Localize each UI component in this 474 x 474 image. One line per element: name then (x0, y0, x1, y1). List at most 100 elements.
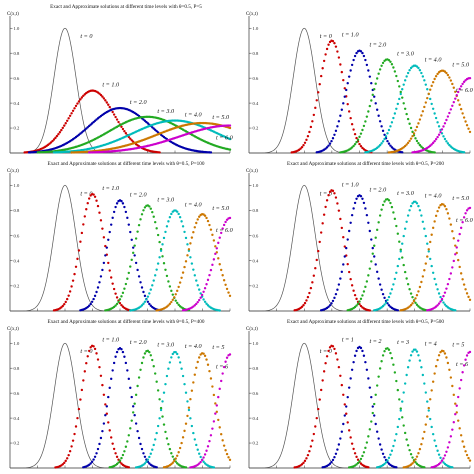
data-point (462, 216, 466, 219)
curve-label: t = 6.0 (216, 227, 234, 234)
data-point (353, 354, 357, 357)
data-point (165, 225, 169, 228)
data-point (375, 384, 379, 387)
data-point (424, 234, 427, 238)
data-point (176, 210, 179, 213)
data-point (152, 443, 155, 447)
data-point (90, 460, 94, 463)
data-point (317, 249, 320, 253)
data-point (302, 304, 305, 307)
data-point (392, 283, 395, 286)
y-tick-label: 0.8 (14, 51, 20, 56)
series-points-1 (293, 344, 370, 469)
data-point (139, 218, 142, 221)
data-point (349, 116, 352, 120)
curve-label: t = 0 (320, 348, 333, 355)
data-point (181, 436, 185, 439)
data-point (457, 239, 460, 242)
curve-label: t = 1.0 (102, 337, 120, 344)
data-point (93, 455, 97, 458)
data-point (317, 407, 320, 411)
data-point (124, 445, 128, 448)
data-point (396, 264, 400, 268)
data-point (340, 108, 344, 111)
data-point (107, 421, 110, 424)
series-line-t0 (10, 27, 230, 154)
data-point (133, 402, 136, 405)
data-point (352, 289, 355, 292)
data-point (82, 94, 85, 98)
data-point (430, 425, 433, 429)
data-point (193, 304, 196, 307)
data-point (370, 395, 373, 399)
data-point (349, 277, 352, 281)
data-point (390, 356, 394, 360)
y-axis-label: C(x,t) (7, 169, 19, 174)
data-point (221, 439, 224, 442)
series-line-t0 (10, 184, 230, 312)
data-point (433, 77, 436, 81)
data-point (115, 296, 119, 299)
data-point (462, 80, 466, 84)
data-point (406, 214, 410, 217)
data-point (325, 47, 329, 51)
data-point (211, 233, 214, 237)
data-point (339, 217, 342, 221)
data-point (101, 95, 104, 98)
data-point (123, 287, 126, 290)
data-point (457, 99, 460, 102)
data-point (192, 268, 195, 271)
data-point (142, 356, 145, 359)
data-point (334, 45, 338, 48)
data-point (183, 230, 186, 234)
data-point (215, 410, 218, 414)
data-point (361, 197, 364, 200)
series-points-3 (36, 115, 232, 154)
data-point (409, 137, 413, 140)
data-point (381, 203, 385, 207)
data-point (340, 430, 344, 433)
data-point (79, 398, 82, 401)
data-point (158, 240, 161, 244)
data-point (358, 300, 361, 303)
data-point (120, 456, 123, 460)
y-tick-label: 0.4 (14, 101, 20, 106)
data-point (161, 415, 164, 418)
data-point (193, 438, 196, 441)
data-point (325, 199, 329, 202)
data-point (465, 124, 469, 127)
data-point (183, 382, 186, 386)
data-point (427, 409, 430, 412)
data-point (321, 67, 324, 70)
data-point (420, 280, 423, 284)
curve-label: t = 5.0 (212, 205, 230, 212)
curve-label: t = 6.0 (456, 217, 474, 224)
series-points-5 (162, 352, 232, 469)
data-point (393, 439, 397, 442)
data-point (383, 296, 386, 300)
data-point (403, 382, 407, 385)
data-point (134, 422, 138, 425)
data-point (452, 259, 455, 263)
data-point (190, 262, 194, 265)
data-point (143, 352, 147, 355)
data-point (120, 295, 123, 298)
data-point (309, 445, 313, 448)
data-point (95, 452, 98, 455)
data-point (115, 455, 119, 459)
data-point (442, 125, 445, 128)
curve-label: t = 4.0 (425, 193, 443, 200)
data-point (353, 201, 357, 205)
data-point (130, 419, 133, 422)
data-point (442, 135, 445, 138)
curve-label: t = 2 (369, 338, 381, 345)
data-point (129, 386, 132, 390)
data-point (318, 83, 321, 86)
data-point (375, 430, 379, 433)
data-point (375, 270, 379, 274)
data-point (346, 238, 349, 241)
data-point (312, 432, 316, 436)
data-point (189, 398, 192, 401)
data-point (123, 450, 126, 453)
data-point (82, 379, 85, 382)
